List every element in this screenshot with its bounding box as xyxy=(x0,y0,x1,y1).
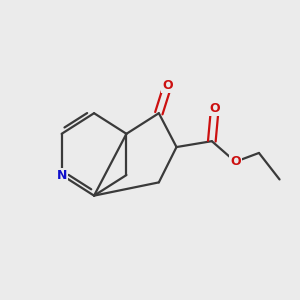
Text: N: N xyxy=(56,169,67,182)
Text: O: O xyxy=(162,79,173,92)
Text: O: O xyxy=(230,155,241,168)
Text: O: O xyxy=(209,102,220,115)
